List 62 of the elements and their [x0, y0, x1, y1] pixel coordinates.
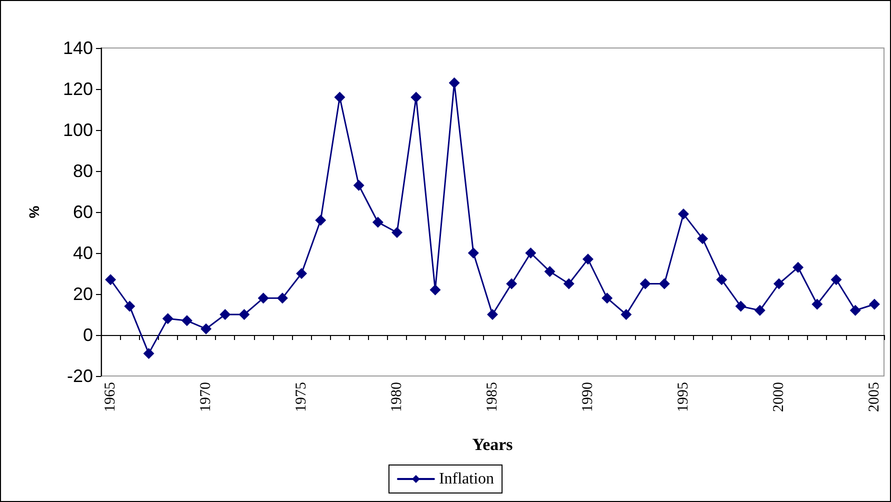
y-tick-label: 20 — [72, 284, 93, 304]
point — [812, 298, 823, 310]
y-tick-label: 0 — [82, 325, 93, 345]
x-tick-label: 1975 — [294, 382, 310, 412]
point — [105, 274, 116, 286]
point — [238, 309, 250, 320]
point — [181, 315, 192, 326]
point — [773, 278, 784, 290]
point — [850, 304, 861, 316]
point — [754, 304, 766, 316]
y-tick-label: 140 — [62, 38, 93, 58]
legend-label: Inflation — [438, 470, 494, 488]
x-tick-label: 1970 — [198, 382, 214, 412]
point — [506, 278, 518, 290]
point — [162, 313, 174, 324]
point — [410, 92, 422, 103]
point — [468, 248, 479, 258]
x-tick-label: 1985 — [484, 382, 500, 412]
point — [792, 262, 804, 273]
point — [658, 278, 670, 290]
point — [220, 309, 231, 320]
x-tick-label: 1965 — [102, 382, 119, 412]
point — [448, 77, 460, 88]
y-tick-label: 80 — [72, 161, 93, 181]
point — [640, 278, 651, 290]
x-axis-title: Years — [472, 435, 514, 454]
y-tick-label: 120 — [62, 79, 93, 99]
point — [678, 208, 689, 220]
point — [296, 268, 308, 279]
point — [563, 278, 574, 290]
x-tick-label: 1995 — [675, 382, 692, 412]
point — [353, 180, 364, 191]
y-tick-label: -20 — [66, 366, 93, 386]
point — [620, 309, 632, 320]
point — [602, 292, 613, 304]
point — [430, 284, 441, 296]
x-tick-label: 1980 — [389, 382, 406, 412]
point — [830, 274, 842, 286]
y-axis-title: % — [26, 205, 42, 218]
x-tick-label: 1990 — [580, 382, 596, 412]
point — [544, 266, 556, 277]
y-tick-label: 40 — [72, 243, 93, 263]
point — [716, 274, 728, 286]
point — [334, 92, 346, 103]
x-tick-label: 2000 — [770, 382, 787, 412]
y-tick-label: 100 — [62, 120, 93, 140]
point — [697, 233, 708, 244]
point — [200, 323, 212, 334]
point — [582, 254, 594, 265]
point — [868, 298, 880, 310]
point — [372, 216, 384, 228]
point — [276, 292, 288, 304]
x-tick-label: 2005 — [866, 382, 882, 412]
point — [487, 309, 498, 320]
y-tick-label: 60 — [72, 202, 93, 222]
point — [143, 348, 154, 359]
point — [392, 227, 403, 238]
point — [124, 300, 136, 312]
point — [258, 292, 269, 304]
point — [735, 300, 746, 312]
point — [525, 248, 536, 258]
point — [315, 214, 326, 226]
